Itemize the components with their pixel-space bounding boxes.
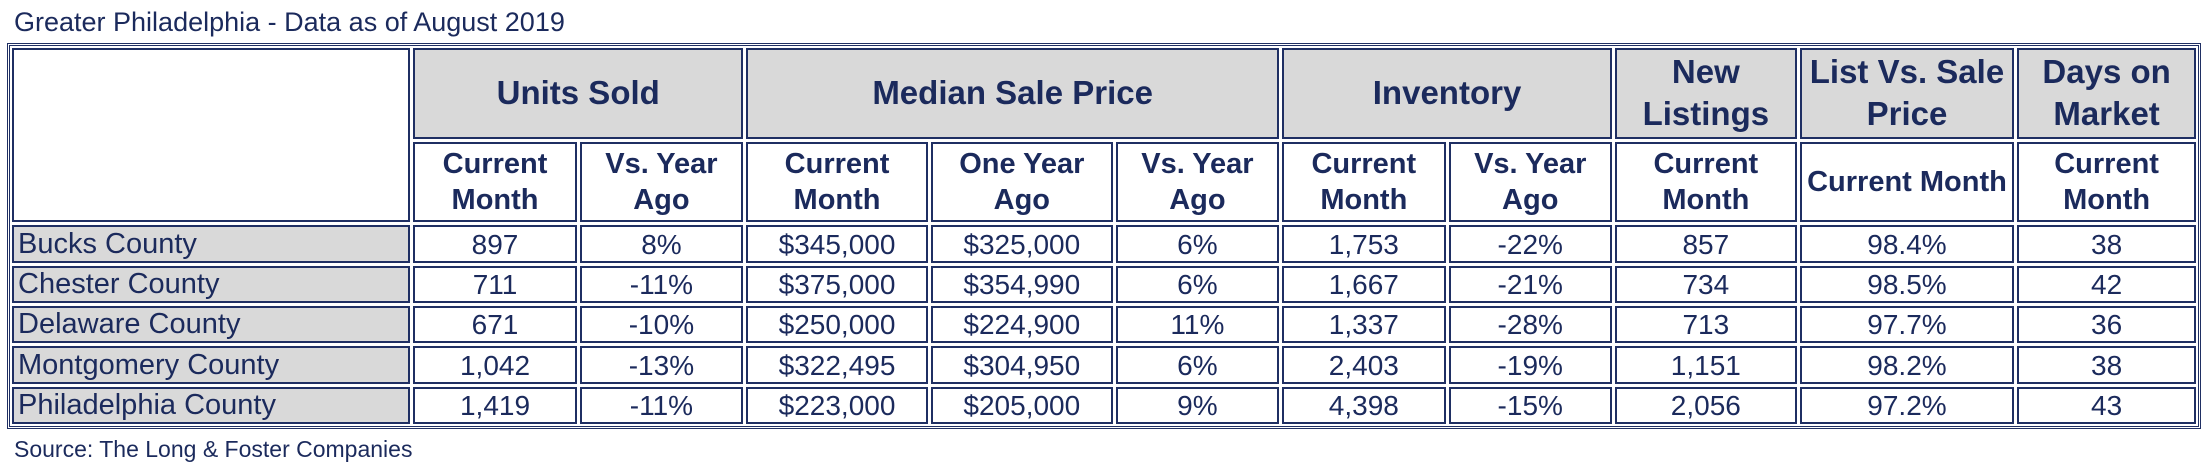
cell-inventory: 1,667 xyxy=(1282,265,1446,304)
subheader-new-listings-current: Current Month xyxy=(1614,141,1797,223)
cell-units-yoy: 8% xyxy=(579,225,744,263)
subheader-price-current: Current Month xyxy=(746,141,928,223)
cell-price-yoy: 6% xyxy=(1115,225,1280,263)
row-county: Chester County xyxy=(12,265,411,304)
cell-inventory-yoy: -19% xyxy=(1448,346,1612,384)
table-frame xyxy=(7,43,2201,429)
cell-dom: 38 xyxy=(2017,346,2196,384)
cell-units-yoy: -10% xyxy=(579,306,744,344)
cell-list-sale: 98.4% xyxy=(1799,225,2015,263)
row-county: Delaware County xyxy=(12,306,411,344)
cell-dom: 36 xyxy=(2017,306,2196,344)
cell-price-prev: $325,000 xyxy=(930,225,1113,263)
cell-units-yoy: -13% xyxy=(579,346,744,384)
cell-inventory: 4,398 xyxy=(1282,386,1446,424)
header-inventory: Inventory xyxy=(1282,48,1612,139)
header-days-on-market: Days on Market xyxy=(2017,48,2196,139)
cell-price-yoy: 6% xyxy=(1115,346,1280,384)
subheader-units-yoy: Vs. Year Ago xyxy=(579,141,744,223)
cell-inventory-yoy: -22% xyxy=(1448,225,1612,263)
cell-price: $322,495 xyxy=(746,346,928,384)
cell-new-listings: 857 xyxy=(1614,225,1797,263)
header-new-listings: New Listings xyxy=(1614,48,1797,139)
cell-inventory-yoy: -21% xyxy=(1448,265,1612,304)
cell-new-listings: 713 xyxy=(1614,306,1797,344)
table-row: Bucks County 897 8% $345,000 $325,000 6%… xyxy=(12,225,2196,263)
subheader-price-yoy: Vs. Year Ago xyxy=(1115,141,1280,223)
subheader-units-current: Current Month xyxy=(413,141,577,223)
cell-price-yoy: 6% xyxy=(1115,265,1280,304)
cell-units: 897 xyxy=(413,225,577,263)
cell-inventory-yoy: -15% xyxy=(1448,386,1612,424)
cell-price: $345,000 xyxy=(746,225,928,263)
cell-units: 1,419 xyxy=(413,386,577,424)
cell-price-yoy: 9% xyxy=(1115,386,1280,424)
cell-new-listings: 1,151 xyxy=(1614,346,1797,384)
header-row-groups: Units Sold Median Sale Price Inventory N… xyxy=(12,48,2196,223)
cell-inventory-yoy: -28% xyxy=(1448,306,1612,344)
cell-units: 1,042 xyxy=(413,346,577,384)
row-county: Philadelphia County xyxy=(12,386,411,424)
header-corner xyxy=(12,48,411,223)
cell-inventory: 1,753 xyxy=(1282,225,1446,263)
cell-dom: 38 xyxy=(2017,225,2196,263)
table-row: Chester County 711 -11% $375,000 $354,99… xyxy=(12,265,2196,304)
subheader-dom-current: Current Month xyxy=(2017,141,2196,223)
cell-list-sale: 97.7% xyxy=(1799,306,2015,344)
subheader-price-prev: One Year Ago xyxy=(930,141,1113,223)
cell-units-yoy: -11% xyxy=(579,265,744,304)
cell-price: $250,000 xyxy=(746,306,928,344)
source-note: Source: The Long & Foster Companies xyxy=(14,436,413,462)
cell-price: $223,000 xyxy=(746,386,928,424)
header-median-sale-price: Median Sale Price xyxy=(746,48,1280,139)
cell-list-sale: 98.2% xyxy=(1799,346,2015,384)
cell-new-listings: 2,056 xyxy=(1614,386,1797,424)
cell-list-sale: 97.2% xyxy=(1799,386,2015,424)
row-county: Montgomery County xyxy=(12,346,411,384)
subheader-inventory-yoy: Vs. Year Ago xyxy=(1448,141,1612,223)
cell-dom: 43 xyxy=(2017,386,2196,424)
cell-new-listings: 734 xyxy=(1614,265,1797,304)
cell-units: 711 xyxy=(413,265,577,304)
table-row: Philadelphia County 1,419 -11% $223,000 … xyxy=(12,386,2196,424)
cell-price-prev: $205,000 xyxy=(930,386,1113,424)
cell-list-sale: 98.5% xyxy=(1799,265,2015,304)
cell-dom: 42 xyxy=(2017,265,2196,304)
cell-price-prev: $304,950 xyxy=(930,346,1113,384)
cell-price-prev: $354,990 xyxy=(930,265,1113,304)
cell-units-yoy: -11% xyxy=(579,386,744,424)
header-list-vs-sale: List Vs. Sale Price xyxy=(1799,48,2015,139)
subheader-list-sale-current: Current Month xyxy=(1799,141,2015,223)
table-row: Montgomery County 1,042 -13% $322,495 $3… xyxy=(12,346,2196,384)
cell-price: $375,000 xyxy=(746,265,928,304)
market-stats-table: Units Sold Median Sale Price Inventory N… xyxy=(9,45,2199,427)
header-units-sold: Units Sold xyxy=(413,48,744,139)
cell-inventory: 2,403 xyxy=(1282,346,1446,384)
page-title: Greater Philadelphia - Data as of August… xyxy=(14,7,565,37)
subheader-inventory-current: Current Month xyxy=(1282,141,1446,223)
table-row: Delaware County 671 -10% $250,000 $224,9… xyxy=(12,306,2196,344)
cell-inventory: 1,337 xyxy=(1282,306,1446,344)
row-county: Bucks County xyxy=(12,225,411,263)
header-row-subheaders: Current Month Vs. Year Ago Current Month… xyxy=(12,141,2196,223)
cell-price-prev: $224,900 xyxy=(930,306,1113,344)
cell-units: 671 xyxy=(413,306,577,344)
cell-price-yoy: 11% xyxy=(1115,306,1280,344)
